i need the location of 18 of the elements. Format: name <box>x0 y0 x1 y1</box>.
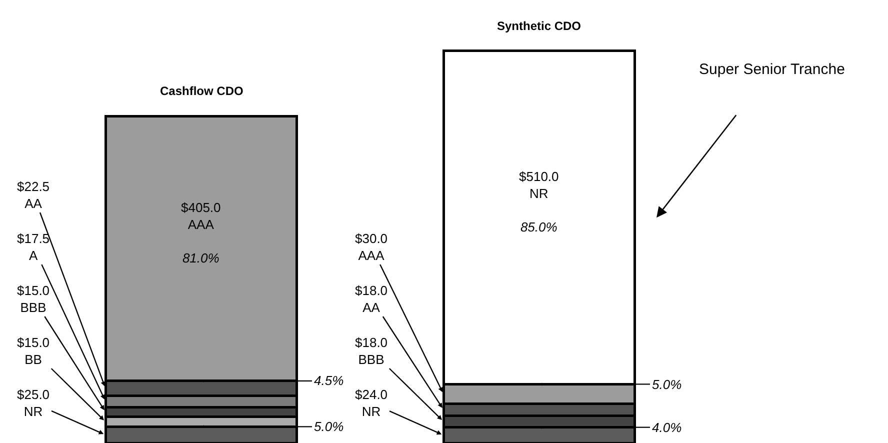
data-label: $18.0 BBB <box>355 335 388 367</box>
x-tick-label: Synthetic CDO <box>497 19 582 33</box>
text: $405.0 AAA 81.0% <box>181 200 221 266</box>
annotation: 5.0% <box>314 419 344 434</box>
annotation: 5.0% <box>652 377 682 392</box>
data-label: $25.0 NR <box>17 387 50 419</box>
data-label: $24.0 NR <box>355 387 388 419</box>
annotation: 4.0% <box>652 420 682 435</box>
data-label: $18.0 AA <box>355 283 388 315</box>
data-label: $17.5 A <box>17 231 50 263</box>
data-label: $22.5 AA <box>17 179 50 211</box>
annotation: Super Senior Tranche <box>699 61 845 78</box>
x-tick-label: Cashflow CDO <box>160 84 244 98</box>
data-label: $30.0 AAA <box>355 231 388 263</box>
data-label: $15.0 BB <box>17 335 50 367</box>
data-label: $15.0 BBB <box>17 283 50 315</box>
text: $510.0 NR 85.0% <box>519 169 559 235</box>
annotation: 4.5% <box>314 373 344 388</box>
